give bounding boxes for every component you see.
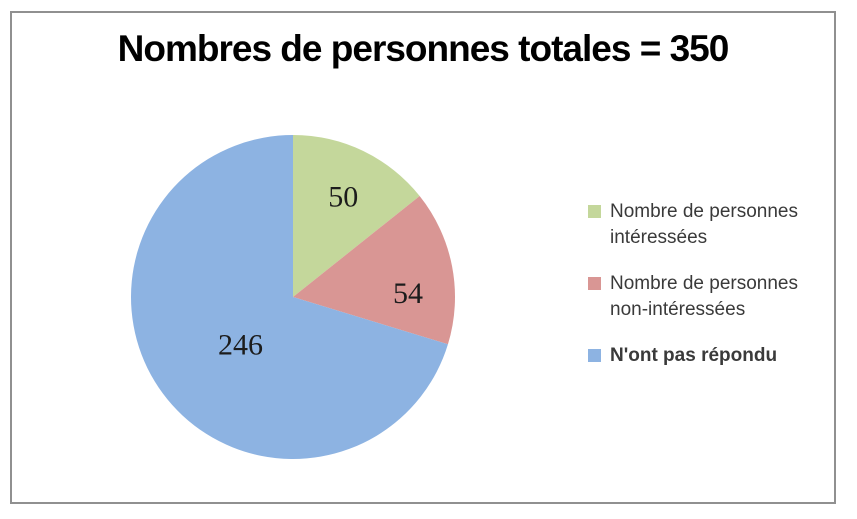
legend-marker-icon xyxy=(588,277,601,290)
legend-marker-icon xyxy=(588,205,601,218)
pie-slice-value: 246 xyxy=(218,329,263,362)
legend-label: N'ont pas répondu xyxy=(610,345,778,366)
pie-slice-value: 50 xyxy=(328,181,358,214)
pie-slice-3[interactable] xyxy=(130,135,448,459)
legend-label: Nombre de personnes intéressées xyxy=(610,201,798,248)
legend-label: Nombre de personnes non-intéressées xyxy=(610,273,798,320)
chart-title: Nombres de personnes totales = 350 xyxy=(117,28,730,69)
legend-item-3[interactable]: N'ont pas répondu xyxy=(588,343,830,369)
pie-slice-1[interactable] xyxy=(293,135,420,297)
legend: Nombre de personnes intéressées Nombre de… xyxy=(588,199,830,389)
pie-slice-2[interactable] xyxy=(293,195,455,345)
legend-item-2[interactable]: Nombre de personnes non-intéressées xyxy=(588,271,830,323)
legend-marker-icon xyxy=(588,349,601,362)
pie-slice-value: 54 xyxy=(393,277,423,310)
legend-item-1[interactable]: Nombre de personnes intéressées xyxy=(588,199,830,251)
